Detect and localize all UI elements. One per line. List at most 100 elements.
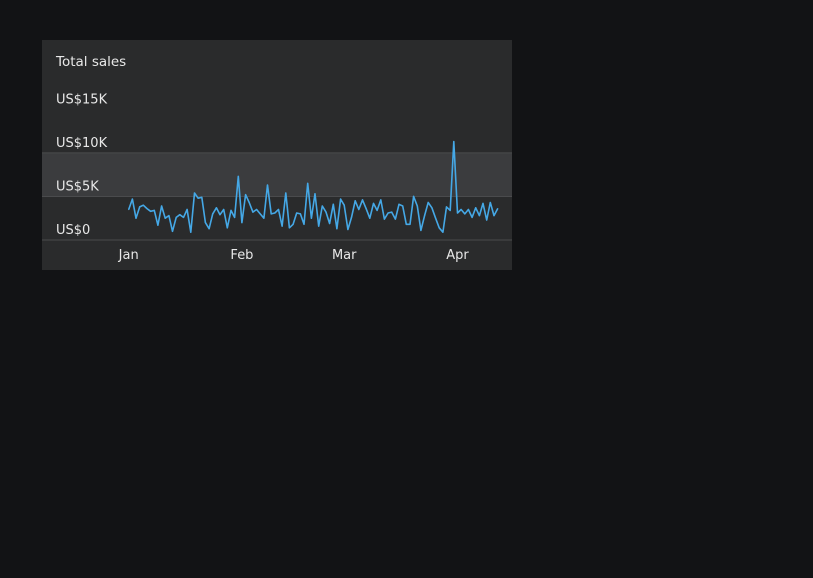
data-point bbox=[215, 207, 217, 209]
data-point bbox=[193, 192, 196, 194]
data-point bbox=[489, 201, 491, 204]
data-point bbox=[281, 225, 283, 227]
data-point bbox=[274, 212, 276, 214]
data-point bbox=[299, 213, 301, 215]
y-tick-label: US$0 bbox=[56, 223, 90, 238]
data-point bbox=[442, 231, 444, 233]
data-point bbox=[237, 175, 239, 177]
data-point bbox=[230, 209, 232, 211]
data-point bbox=[365, 208, 367, 210]
data-point bbox=[179, 214, 181, 216]
data-point bbox=[146, 208, 148, 210]
data-point bbox=[460, 208, 462, 211]
data-point bbox=[135, 217, 137, 219]
data-point bbox=[376, 209, 378, 211]
x-tick-label: Apr bbox=[446, 248, 469, 263]
data-point bbox=[438, 227, 440, 229]
data-point bbox=[234, 216, 236, 218]
data-point bbox=[402, 205, 404, 207]
data-point bbox=[139, 206, 141, 208]
data-point bbox=[445, 206, 448, 208]
data-point bbox=[380, 199, 382, 201]
data-point bbox=[263, 217, 265, 219]
data-point bbox=[464, 213, 466, 215]
data-point bbox=[226, 227, 228, 229]
data-point bbox=[478, 215, 480, 217]
sales-chart-card: Total sales US$15K US$10K US$5K US$0 Jan Feb Ma… bbox=[42, 40, 512, 270]
data-point bbox=[153, 209, 155, 211]
data-point bbox=[475, 207, 477, 209]
data-point bbox=[208, 228, 210, 230]
chart-title: Total sales bbox=[55, 54, 126, 70]
data-point bbox=[292, 223, 294, 225]
data-point bbox=[486, 219, 488, 221]
data-point bbox=[387, 212, 389, 214]
data-point bbox=[347, 228, 349, 231]
data-point bbox=[296, 212, 298, 214]
data-point bbox=[303, 223, 305, 225]
data-point bbox=[482, 202, 484, 204]
data-point bbox=[307, 182, 309, 184]
data-point bbox=[350, 216, 353, 218]
data-point bbox=[467, 208, 469, 211]
data-point bbox=[175, 216, 177, 218]
data-point bbox=[394, 218, 396, 220]
y-tick-label: US$15K bbox=[56, 92, 108, 107]
data-point bbox=[321, 205, 323, 207]
data-point bbox=[150, 210, 152, 212]
data-point bbox=[128, 208, 130, 211]
data-point bbox=[161, 205, 163, 207]
data-point bbox=[361, 199, 364, 201]
data-point bbox=[270, 213, 272, 215]
data-point bbox=[310, 217, 312, 219]
data-point bbox=[493, 215, 495, 217]
data-point bbox=[259, 213, 261, 215]
data-point bbox=[186, 208, 188, 211]
data-point bbox=[219, 214, 221, 216]
data-point bbox=[340, 198, 342, 200]
data-point bbox=[201, 196, 203, 198]
data-point bbox=[171, 230, 174, 232]
data-point bbox=[383, 218, 385, 220]
data-point bbox=[245, 194, 247, 196]
data-point bbox=[288, 227, 290, 229]
data-point bbox=[318, 225, 320, 227]
data-point bbox=[248, 201, 250, 204]
data-point bbox=[131, 198, 133, 200]
x-tick-label: Mar bbox=[332, 248, 357, 263]
data-point bbox=[190, 231, 192, 233]
data-point bbox=[157, 224, 159, 226]
x-tick-label: Feb bbox=[230, 248, 253, 263]
data-point bbox=[413, 195, 415, 197]
data-point bbox=[358, 208, 360, 211]
data-point bbox=[497, 208, 499, 210]
data-point bbox=[325, 211, 327, 213]
data-point bbox=[252, 211, 254, 213]
data-point bbox=[405, 223, 407, 225]
data-point bbox=[277, 208, 280, 211]
y-tick-label: US$10K bbox=[56, 136, 108, 151]
data-point bbox=[435, 217, 437, 219]
data-point bbox=[212, 213, 214, 215]
data-point bbox=[369, 217, 371, 219]
data-point bbox=[416, 205, 418, 207]
highlight-band bbox=[42, 152, 512, 197]
data-point bbox=[431, 207, 433, 209]
data-point bbox=[142, 204, 144, 206]
data-point bbox=[453, 141, 455, 143]
y-tick-label: US$5K bbox=[56, 179, 99, 194]
data-point bbox=[354, 200, 356, 202]
data-point bbox=[456, 212, 459, 214]
data-point bbox=[372, 202, 375, 204]
data-point bbox=[398, 203, 400, 205]
data-point bbox=[285, 192, 287, 194]
data-point bbox=[204, 222, 206, 224]
data-point bbox=[168, 215, 170, 217]
data-point bbox=[427, 201, 429, 204]
data-point bbox=[449, 209, 451, 211]
data-point bbox=[336, 228, 338, 230]
data-point bbox=[241, 222, 243, 224]
data-point bbox=[424, 215, 426, 217]
data-point bbox=[256, 208, 258, 211]
data-point bbox=[314, 193, 316, 195]
